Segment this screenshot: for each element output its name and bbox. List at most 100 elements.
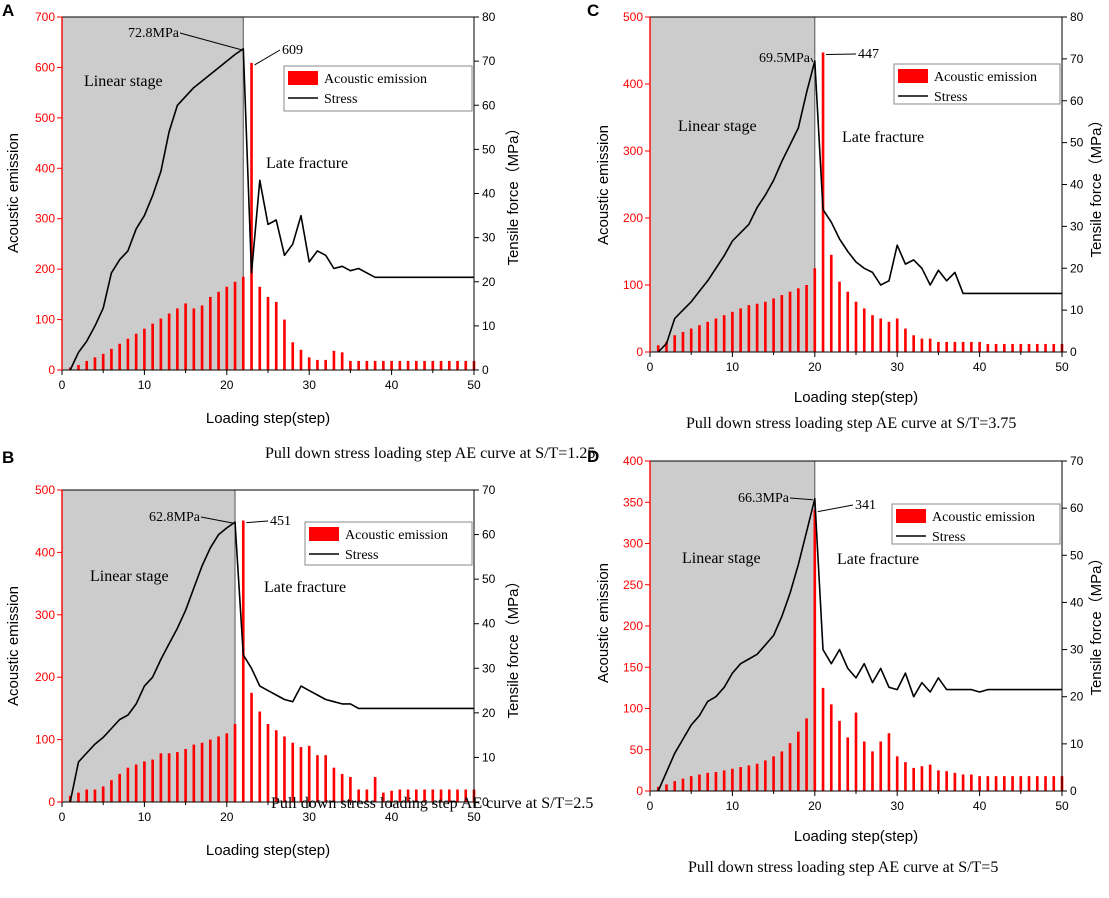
y-left-tick-label: 100	[35, 313, 55, 327]
late-fracture-label: Late fracture	[264, 579, 346, 596]
y-left-tick-label: 500	[35, 111, 55, 125]
legend-ae-swatch	[896, 509, 926, 523]
y-right-tick-label: 20	[1070, 261, 1084, 275]
late-fracture-label: Late fracture	[837, 551, 919, 568]
y-left-axis-title: Acoustic emission	[5, 586, 22, 706]
ae-bar	[838, 281, 841, 352]
peak-ae-arrow	[246, 520, 269, 524]
x-tick-label: 20	[808, 799, 822, 813]
ae-bar	[780, 295, 784, 352]
ae-bar	[1011, 343, 1014, 352]
x-tick-label: 50	[467, 810, 481, 824]
ae-bar	[797, 731, 800, 791]
ae-bar	[698, 325, 701, 352]
ae-bar	[390, 360, 393, 370]
ae-bar	[805, 285, 808, 352]
ae-bar	[846, 291, 850, 352]
peak-stress-arrow	[810, 57, 814, 63]
ae-bar	[209, 296, 212, 370]
ae-bar	[854, 301, 858, 352]
stress-line	[657, 60, 1062, 353]
y-right-tick-label: 80	[1070, 10, 1084, 24]
legend-stress-label: Stress	[345, 548, 378, 563]
ae-bar	[85, 789, 89, 802]
y-left-tick-label: 100	[623, 278, 643, 292]
ae-bar	[970, 341, 973, 352]
x-tick-label: 10	[138, 378, 152, 392]
ae-bar	[415, 360, 418, 370]
y-right-tick-label: 0	[482, 795, 489, 809]
y-left-tick-label: 200	[35, 262, 55, 276]
ae-bar	[340, 773, 344, 802]
x-tick-label: 40	[385, 378, 399, 392]
legend-stress-label: Stress	[324, 92, 357, 107]
ae-bar	[398, 360, 402, 370]
y-right-tick-label: 70	[482, 54, 496, 68]
x-tick-label: 50	[1055, 799, 1069, 813]
ae-bar	[225, 286, 229, 370]
ae-bar	[854, 712, 858, 791]
ae-bar	[1035, 776, 1039, 791]
ae-bar	[373, 360, 377, 370]
ae-bar	[266, 724, 270, 802]
ae-bar	[307, 357, 311, 370]
ae-bar	[266, 296, 270, 370]
y-right-tick-label: 30	[482, 231, 496, 245]
legend-ae-swatch	[288, 71, 318, 85]
ae-bar	[937, 341, 940, 352]
x-tick-label: 20	[220, 378, 234, 392]
y-left-tick-label: 250	[623, 578, 643, 592]
linear-stage-shading	[650, 461, 815, 791]
peak-ae-arrow	[254, 49, 281, 66]
legend-ae-swatch	[898, 69, 928, 83]
ae-bar	[764, 760, 767, 791]
ae-bar	[382, 360, 385, 370]
legend-ae-label: Acoustic emission	[324, 72, 427, 87]
y-right-tick-label: 70	[1070, 454, 1084, 468]
ae-bar	[920, 338, 924, 352]
ae-bar	[134, 764, 138, 802]
figure-caption: Pull down stress loading step AE curve a…	[686, 415, 1016, 432]
ae-bar	[821, 687, 825, 791]
ae-bar	[176, 308, 179, 370]
ae-bar	[415, 789, 418, 802]
ae-bar	[986, 343, 990, 352]
y-right-tick-label: 60	[1070, 501, 1084, 515]
ae-bar	[126, 338, 130, 370]
ae-bar	[689, 328, 693, 352]
ae-bar	[813, 509, 817, 791]
ae-bar	[879, 318, 883, 352]
ae-bar	[846, 737, 850, 791]
ae-bar	[176, 752, 179, 802]
linear-stage-label: Linear stage	[84, 73, 163, 90]
ae-bar	[316, 359, 319, 370]
ae-bar	[439, 360, 443, 370]
y-right-axis-title: Tensile force（MPa）	[505, 573, 522, 718]
x-tick-label: 20	[808, 360, 822, 374]
stress-line	[69, 47, 474, 371]
ae-bar	[887, 321, 891, 352]
linear-stage-label: Linear stage	[682, 550, 761, 567]
x-axis-title: Loading step(step)	[794, 389, 918, 406]
legend-ae-label: Acoustic emission	[932, 510, 1035, 525]
ae-bar	[961, 341, 965, 352]
ae-bar	[274, 730, 278, 802]
ae-bar	[838, 720, 841, 791]
y-right-tick-label: 10	[1070, 737, 1084, 751]
y-left-tick-label: 300	[35, 608, 55, 622]
y-right-tick-label: 80	[482, 10, 496, 24]
ae-bar	[167, 313, 171, 370]
ae-bar	[332, 350, 336, 370]
peak-stress-arrow	[789, 497, 813, 501]
ae-bar	[862, 741, 866, 791]
stress-line	[657, 497, 1062, 792]
y-left-tick-label: 700	[35, 10, 55, 24]
ae-bar	[780, 751, 784, 791]
y-right-tick-label: 60	[482, 528, 496, 542]
ae-bar	[250, 62, 253, 370]
y-left-tick-label: 200	[623, 619, 643, 633]
legend: Acoustic emission Stress	[893, 63, 1061, 105]
late-fracture-label: Late fracture	[266, 155, 348, 172]
y-right-tick-label: 50	[482, 142, 496, 156]
ae-bar	[192, 308, 196, 370]
